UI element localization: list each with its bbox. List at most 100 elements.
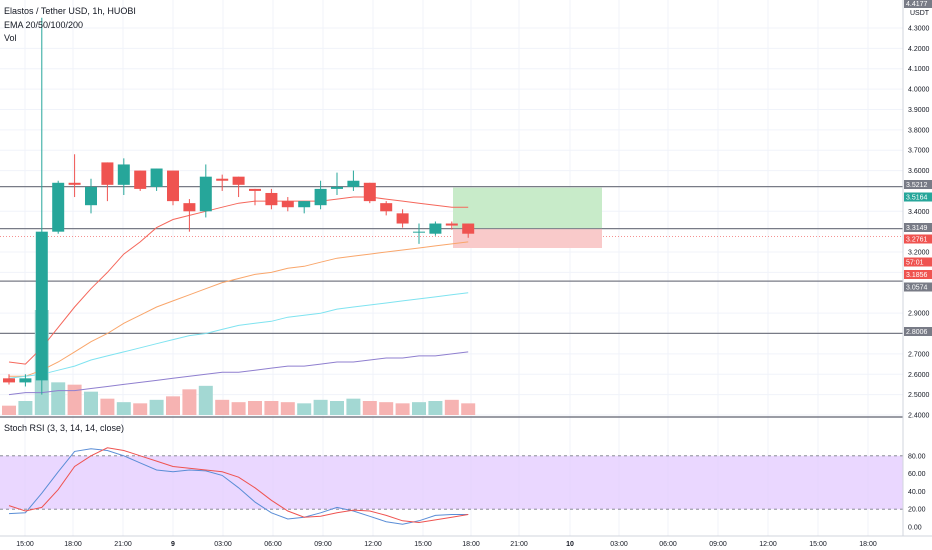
price-label-bg bbox=[904, 327, 932, 336]
price-tick-label: 4.0000 bbox=[908, 87, 930, 94]
time-tick-label: 03:00 bbox=[214, 541, 232, 548]
candle-body bbox=[101, 162, 114, 185]
price-label-bg bbox=[904, 257, 932, 267]
volume-bar bbox=[248, 401, 262, 415]
candle-body bbox=[19, 378, 32, 383]
candle-body bbox=[68, 182, 81, 185]
rsi-tick-label: 0.00 bbox=[908, 525, 922, 532]
volume-bar bbox=[330, 401, 344, 415]
stoch-rsi-d-line bbox=[8, 447, 469, 524]
ema50-line bbox=[9, 241, 469, 377]
time-tick-label: 03:00 bbox=[610, 541, 628, 548]
time-tick-label: 10 bbox=[566, 541, 574, 548]
price-label-stop: 3.1856 bbox=[906, 272, 928, 279]
candle-body bbox=[347, 180, 360, 187]
price-label-bg bbox=[904, 282, 932, 292]
time-tick-label: 09:00 bbox=[314, 541, 332, 548]
price-label-bg bbox=[904, 192, 932, 202]
candle-body bbox=[134, 170, 147, 189]
stoch-rsi-pane bbox=[0, 416, 903, 525]
time-tick-label: 15:00 bbox=[809, 541, 827, 548]
candle-body bbox=[331, 186, 343, 189]
price-label-bg bbox=[904, 234, 932, 244]
candle-body bbox=[380, 203, 393, 212]
price-tick-label: 4.1000 bbox=[908, 66, 930, 73]
candle-body bbox=[249, 188, 261, 191]
time-tick-label: 09:00 bbox=[709, 541, 727, 548]
volume-bar bbox=[313, 399, 328, 415]
ema-lines bbox=[8, 196, 469, 396]
volume-bar bbox=[428, 401, 443, 415]
price-top-label-bg bbox=[904, 0, 932, 8]
price-top-label: 4.4177 bbox=[906, 1, 928, 8]
volume-bar bbox=[362, 401, 377, 415]
price-tick-label: 3.2000 bbox=[908, 250, 930, 257]
candle-body bbox=[413, 231, 425, 233]
volume-bar bbox=[18, 401, 33, 415]
legend-ema: EMA 20/50/100/200 bbox=[4, 20, 84, 30]
candle-body bbox=[314, 188, 327, 206]
ema20-line bbox=[8, 196, 469, 365]
volume-bar bbox=[231, 402, 246, 415]
candle-body bbox=[462, 223, 475, 234]
price-label-line: 2.8006 bbox=[906, 329, 928, 336]
rsi-tick-label: 80.00 bbox=[908, 453, 926, 460]
candle-body bbox=[265, 192, 278, 206]
volume-bar bbox=[84, 391, 98, 415]
legend-stoch-rsi: Stoch RSI (3, 3, 14, 14, close) bbox=[4, 423, 125, 433]
time-tick-label: 9 bbox=[171, 541, 175, 548]
price-tick-label: 3.7000 bbox=[908, 148, 930, 155]
volume-bar bbox=[280, 402, 295, 415]
candle-body bbox=[3, 378, 15, 383]
price-tick-label: 2.4000 bbox=[908, 413, 930, 420]
price-tick-label: 3.8000 bbox=[908, 127, 930, 134]
volume-bar bbox=[379, 402, 394, 415]
volume-bar bbox=[461, 403, 476, 415]
candle-body bbox=[199, 176, 212, 212]
ema200-line bbox=[8, 351, 469, 396]
volume-bar bbox=[166, 396, 180, 415]
price-label-current: 3.2761 bbox=[906, 237, 928, 244]
price-label-bg bbox=[904, 180, 932, 189]
volume-bar bbox=[395, 403, 410, 415]
candle-body bbox=[183, 203, 196, 212]
price-label-target: 3.5164 bbox=[906, 195, 928, 202]
time-tick-label: 15:00 bbox=[414, 541, 432, 548]
price-label-line: 3.5212 bbox=[906, 182, 928, 189]
candle-body bbox=[216, 178, 229, 181]
stoch-rsi-k-line bbox=[8, 448, 469, 525]
time-tick-label: 18:00 bbox=[462, 541, 480, 548]
candles bbox=[3, 17, 475, 395]
volume-bar bbox=[133, 403, 148, 415]
candle-body bbox=[281, 201, 294, 208]
price-tick-label: 2.6000 bbox=[908, 372, 930, 379]
legend-vol: Vol bbox=[4, 33, 17, 43]
rsi-tick-label: 40.00 bbox=[908, 489, 926, 496]
volume-bar bbox=[149, 399, 164, 415]
candle-body bbox=[167, 170, 179, 202]
stoch-rsi-band bbox=[0, 455, 903, 510]
long-position-tool bbox=[453, 187, 602, 248]
time-tick-label: 12:00 bbox=[364, 541, 382, 548]
volume-bar bbox=[346, 398, 361, 415]
price-label-line: 3.0574 bbox=[906, 285, 928, 292]
ema100-line bbox=[8, 292, 469, 379]
rsi-tick-label: 20.00 bbox=[908, 507, 926, 514]
candle-body bbox=[445, 223, 458, 226]
price-label-countdown: 57:01 bbox=[906, 260, 924, 267]
price-tick-label: 4.2000 bbox=[908, 46, 930, 53]
candle-body bbox=[298, 201, 311, 208]
price-label-bg bbox=[904, 270, 932, 279]
time-tick-label: 12:00 bbox=[759, 541, 777, 548]
time-tick-label: 06:00 bbox=[659, 541, 677, 548]
volume-bar bbox=[215, 399, 230, 415]
price-label-line: 3.3149 bbox=[906, 225, 928, 232]
volume-bar bbox=[412, 402, 426, 415]
time-tick-label: 15:00 bbox=[16, 541, 34, 548]
candle-body bbox=[117, 164, 130, 185]
price-tick-label: 3.6000 bbox=[908, 168, 930, 175]
time-tick-label: 21:00 bbox=[510, 541, 528, 548]
candle-body bbox=[429, 223, 442, 234]
